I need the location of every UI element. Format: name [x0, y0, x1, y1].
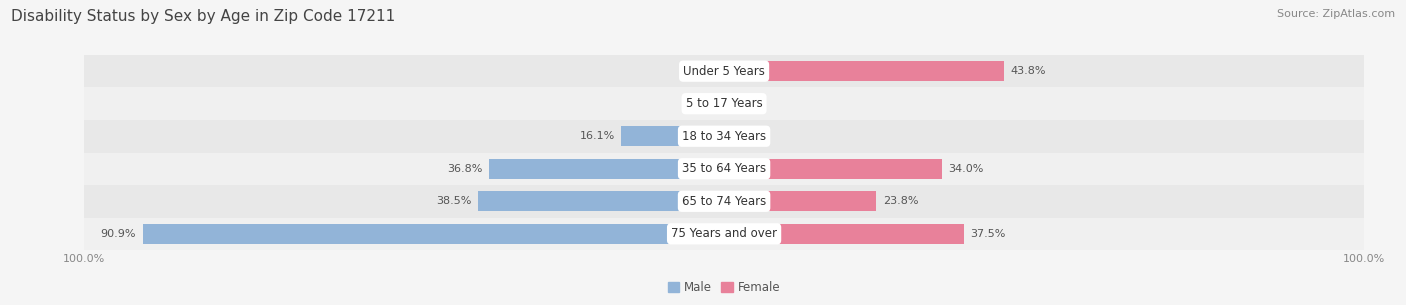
- Text: 5 to 17 Years: 5 to 17 Years: [686, 97, 762, 110]
- Bar: [724, 159, 942, 179]
- Bar: [84, 55, 1364, 88]
- Legend: Male, Female: Male, Female: [662, 276, 786, 299]
- Text: 23.8%: 23.8%: [883, 196, 918, 206]
- Text: Disability Status by Sex by Age in Zip Code 17211: Disability Status by Sex by Age in Zip C…: [11, 9, 395, 24]
- Text: 0.0%: 0.0%: [737, 99, 765, 109]
- Text: 0.0%: 0.0%: [683, 99, 711, 109]
- Bar: [489, 159, 724, 179]
- Text: 65 to 74 Years: 65 to 74 Years: [682, 195, 766, 208]
- Bar: [84, 120, 1364, 152]
- Text: 90.9%: 90.9%: [101, 229, 136, 239]
- Bar: [84, 217, 1364, 250]
- Text: 16.1%: 16.1%: [579, 131, 614, 141]
- Text: Under 5 Years: Under 5 Years: [683, 65, 765, 78]
- Text: 35 to 64 Years: 35 to 64 Years: [682, 162, 766, 175]
- Text: 75 Years and over: 75 Years and over: [671, 227, 778, 240]
- Bar: [142, 224, 724, 244]
- Text: 0.0%: 0.0%: [737, 131, 765, 141]
- Bar: [84, 185, 1364, 217]
- Text: Source: ZipAtlas.com: Source: ZipAtlas.com: [1277, 9, 1395, 19]
- Text: 36.8%: 36.8%: [447, 164, 482, 174]
- Text: 34.0%: 34.0%: [948, 164, 983, 174]
- Text: 43.8%: 43.8%: [1011, 66, 1046, 76]
- Bar: [724, 224, 965, 244]
- Text: 18 to 34 Years: 18 to 34 Years: [682, 130, 766, 143]
- Bar: [84, 152, 1364, 185]
- Text: 38.5%: 38.5%: [436, 196, 471, 206]
- Bar: [478, 191, 724, 211]
- Bar: [621, 126, 724, 146]
- Bar: [724, 61, 1004, 81]
- Text: 0.0%: 0.0%: [683, 66, 711, 76]
- Bar: [84, 88, 1364, 120]
- Text: 37.5%: 37.5%: [970, 229, 1005, 239]
- Bar: [724, 191, 876, 211]
